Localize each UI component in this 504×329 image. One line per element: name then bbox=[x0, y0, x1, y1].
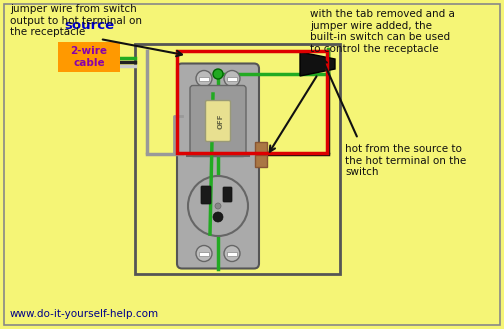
Text: hot from the source to
the hot terminal on the
switch: hot from the source to the hot terminal … bbox=[345, 144, 466, 177]
Text: source: source bbox=[64, 19, 114, 32]
Circle shape bbox=[188, 176, 248, 236]
FancyBboxPatch shape bbox=[206, 100, 230, 141]
FancyBboxPatch shape bbox=[201, 186, 211, 204]
Circle shape bbox=[215, 203, 221, 209]
Circle shape bbox=[196, 70, 212, 87]
Bar bbox=[255, 155, 267, 167]
Bar bbox=[135, 44, 340, 274]
Bar bbox=[255, 142, 267, 154]
Text: with the tab removed and a
jumper wire added, the
built-in switch can be used
to: with the tab removed and a jumper wire a… bbox=[310, 9, 455, 54]
FancyBboxPatch shape bbox=[190, 86, 246, 157]
Bar bbox=[177, 50, 327, 153]
Circle shape bbox=[196, 245, 212, 262]
Bar bbox=[199, 77, 209, 81]
Circle shape bbox=[224, 70, 240, 87]
FancyBboxPatch shape bbox=[177, 63, 259, 268]
Text: jumper wire from switch
output to hot terminal on
the receptacle: jumper wire from switch output to hot te… bbox=[10, 4, 142, 37]
Text: OFF: OFF bbox=[218, 113, 224, 129]
Bar bbox=[227, 77, 237, 81]
Text: 2-wire
cable: 2-wire cable bbox=[71, 46, 107, 68]
Polygon shape bbox=[300, 52, 335, 76]
Circle shape bbox=[213, 212, 223, 222]
Circle shape bbox=[213, 69, 223, 79]
FancyBboxPatch shape bbox=[223, 187, 232, 202]
Text: www.do-it-yourself-help.com: www.do-it-yourself-help.com bbox=[10, 309, 159, 319]
Circle shape bbox=[224, 245, 240, 262]
Bar bbox=[199, 251, 209, 256]
Bar bbox=[227, 251, 237, 256]
Bar bbox=[58, 42, 120, 72]
